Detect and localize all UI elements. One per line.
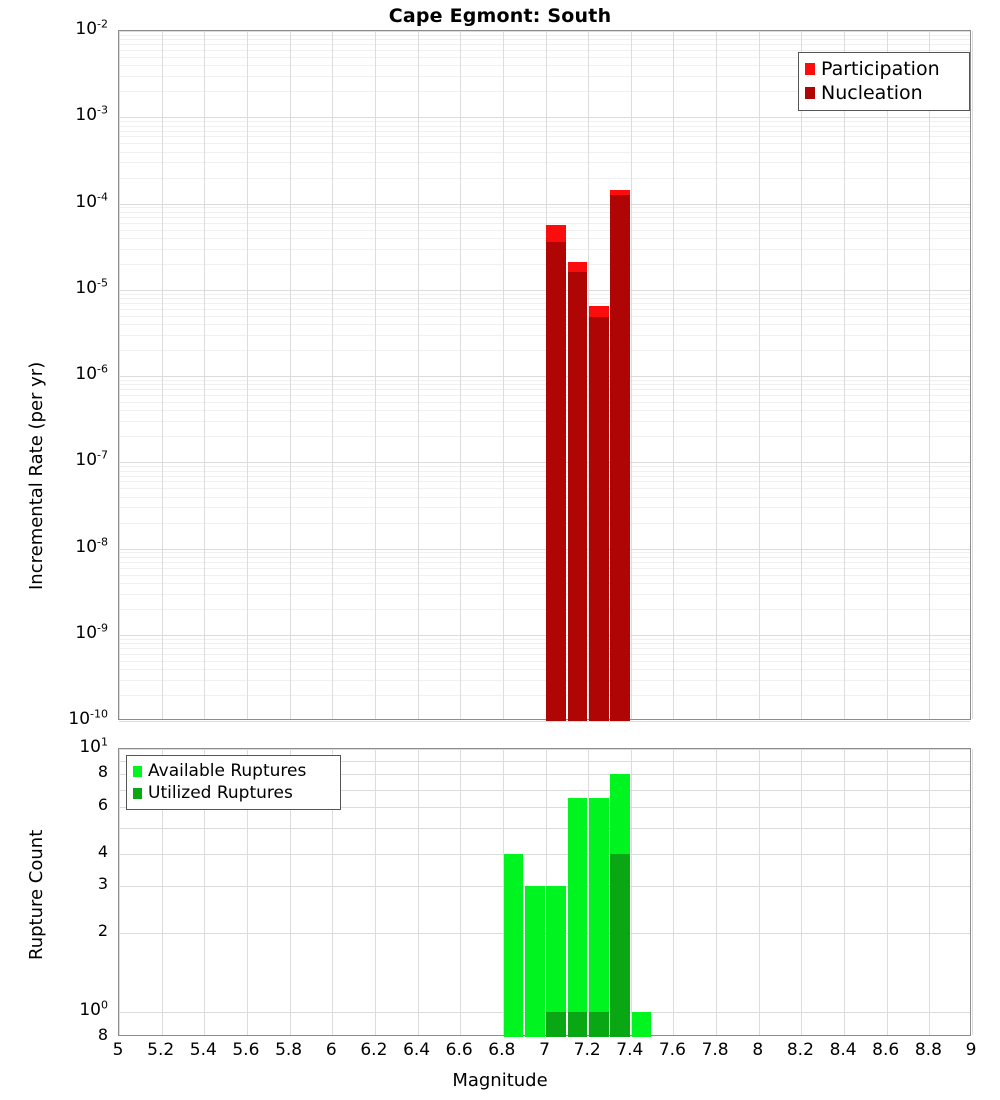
bottom-legend: Available Ruptures Utilized Ruptures <box>126 755 341 810</box>
top-axis-label-y: Incremental Rate (per yr) <box>26 361 47 590</box>
x-tick-label: 5.2 <box>147 1040 175 1060</box>
x-tick-label: 5.8 <box>275 1040 303 1060</box>
y-tick-label: 10-7 <box>75 448 108 471</box>
bar-nucleation <box>546 241 567 721</box>
legend-item-nucleation: Nucleation <box>805 81 962 105</box>
x-tick-label: 5.4 <box>189 1040 217 1060</box>
bar-utilized-ruptures <box>567 1011 588 1037</box>
bar-available-ruptures <box>567 798 588 1037</box>
bar-nucleation <box>610 195 630 721</box>
y-tick-label: 100 <box>79 997 108 1020</box>
top-legend: Participation Nucleation <box>798 52 970 111</box>
legend-swatch-utilized-ruptures <box>133 787 142 799</box>
legend-label-utilized-ruptures: Utilized Ruptures <box>148 782 293 803</box>
x-tick-label: 5 <box>112 1040 124 1060</box>
y-tick-label: 8 <box>97 762 108 782</box>
x-tick-label: 9 <box>965 1040 977 1060</box>
y-tick-label: 10-3 <box>75 103 108 126</box>
x-tick-label: 7.4 <box>616 1040 644 1060</box>
legend-item-participation: Participation <box>805 57 962 81</box>
bar-nucleation <box>588 317 609 721</box>
y-tick-label: 3 <box>97 874 108 894</box>
y-tick-label: 8 <box>97 1025 108 1044</box>
x-tick-label: 7 <box>539 1040 550 1060</box>
x-tick-label: 6.6 <box>445 1040 473 1060</box>
y-tick-label: 10-5 <box>75 276 108 298</box>
axis-label-x: Magnitude <box>452 1070 548 1091</box>
x-tick-label: 6.8 <box>488 1040 516 1060</box>
y-tick-label: 10-9 <box>75 621 108 643</box>
legend-swatch-participation <box>805 63 815 75</box>
y-tick-label: 2 <box>97 920 108 940</box>
y-tick-label: 10-2 <box>75 17 108 39</box>
bar-available-ruptures <box>546 886 567 1037</box>
bar-available-ruptures <box>503 853 524 1037</box>
x-tick-label: 8.4 <box>829 1040 857 1060</box>
y-tick-label: 10-10 <box>68 707 108 729</box>
legend-swatch-nucleation <box>805 87 815 99</box>
legend-label-nucleation: Nucleation <box>821 81 923 104</box>
y-tick-label: 10-8 <box>75 534 108 557</box>
legend-swatch-available-ruptures <box>133 765 142 777</box>
y-tick-label: 101 <box>79 735 108 757</box>
bar-nucleation <box>567 272 588 721</box>
bar-utilized-ruptures <box>610 853 630 1037</box>
x-tick-label: 6.2 <box>360 1040 388 1060</box>
figure-title: Cape Egmont: South <box>388 5 612 27</box>
rupture-count-plot <box>118 748 973 1037</box>
y-tick-label: 6 <box>97 795 108 815</box>
x-tick-label: 5.6 <box>232 1040 260 1060</box>
legend-item-utilized-ruptures: Utilized Ruptures <box>133 782 333 804</box>
legend-item-available-ruptures: Available Ruptures <box>133 760 333 782</box>
y-tick-label: 10-6 <box>75 362 108 384</box>
x-tick-label: 6 <box>325 1040 337 1060</box>
bottom-axis-label-y: Rupture Count <box>26 829 47 960</box>
bar-utilized-ruptures <box>546 1011 567 1037</box>
bar-utilized-ruptures <box>588 1011 609 1037</box>
x-tick-label: 7.2 <box>573 1040 601 1060</box>
incremental-rate-plot <box>118 30 973 722</box>
legend-label-available-ruptures: Available Ruptures <box>148 760 307 781</box>
x-tick-label: 8 <box>752 1040 764 1060</box>
y-tick-label: 4 <box>97 841 108 861</box>
x-tick-label: 8.2 <box>786 1040 814 1060</box>
x-tick-label: 6.4 <box>403 1040 431 1060</box>
legend-label-participation: Participation <box>821 57 940 80</box>
x-tick-label: 7.8 <box>701 1040 729 1060</box>
x-tick-label: 8.8 <box>914 1040 942 1060</box>
bar-available-ruptures <box>631 1011 652 1037</box>
bar-available-ruptures <box>588 798 609 1037</box>
bar-available-ruptures <box>524 886 545 1037</box>
y-tick-label: 10-4 <box>75 189 108 212</box>
x-tick-label: 8.6 <box>872 1040 900 1060</box>
x-tick-label: 7.6 <box>658 1040 686 1060</box>
